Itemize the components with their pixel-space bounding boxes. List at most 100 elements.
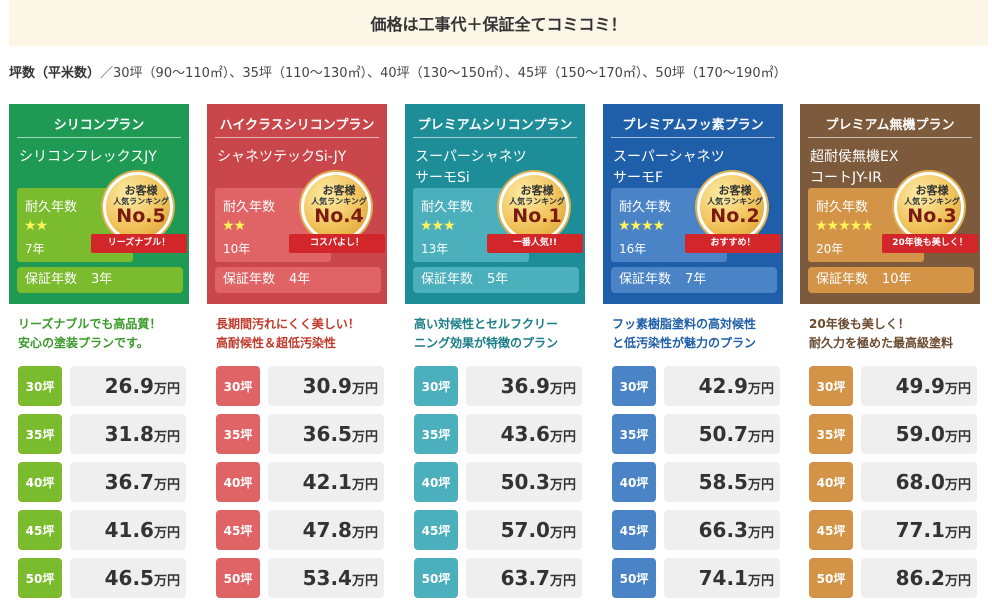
- price-unit: 万円: [153, 382, 180, 397]
- price-unit: 万円: [549, 430, 576, 445]
- price-cell: 26.9 万円: [70, 366, 186, 406]
- star-rating-icon: ★★★: [420, 218, 456, 234]
- price-row: 50坪 74.1 万円: [612, 558, 780, 598]
- divider: [17, 137, 181, 138]
- price-row: 45坪 66.3 万円: [612, 510, 780, 550]
- price-unit: 万円: [944, 526, 971, 541]
- divider: [611, 137, 775, 138]
- tsubo-label: 50坪: [809, 558, 853, 598]
- plan-header: プレミアムフッ素プラン スーパーシャネツ サーモF 耐久年数 ★★★★ 16年 お客様 人気…: [603, 104, 783, 304]
- price-row: 35坪 50.7 万円: [612, 414, 780, 454]
- price-unit: 万円: [351, 526, 378, 541]
- price-value: 49.9: [895, 374, 945, 398]
- badge-top-text: お客様: [718, 184, 752, 197]
- badge-mid-text: 人気ランキング: [509, 197, 565, 206]
- price-row: 45坪 57.0 万円: [414, 510, 582, 550]
- price-value: 59.0: [895, 422, 945, 446]
- tsubo-label: 50坪: [612, 558, 656, 598]
- tsubo-label: 35坪: [18, 414, 62, 454]
- plan-description: 高い対候性とセルフクリー ニング効果が特徴のプラン: [414, 317, 559, 350]
- price-row: 50坪 53.4 万円: [216, 558, 384, 598]
- guarantee-years: 7年: [685, 272, 707, 287]
- price-value: 50.7: [698, 422, 748, 446]
- tsubo-label: 45坪: [216, 510, 260, 550]
- price-unit: 万円: [549, 574, 576, 589]
- tsubo-label: 30坪: [216, 366, 260, 406]
- star-rating-icon: ★★: [222, 218, 246, 234]
- badge-rank: No.3: [907, 205, 957, 227]
- divider: [808, 137, 972, 138]
- banner: 価格は工事代＋保証全てコミコミ！: [9, 0, 988, 46]
- price-cell: 43.6 万円: [466, 414, 582, 454]
- badge-rank: No.1: [512, 205, 562, 227]
- price-cell: 42.1 万円: [268, 462, 384, 502]
- price-cell: 41.6 万円: [70, 510, 186, 550]
- plan-header: ハイクラスシリコンプラン シャネツテックSi-JY 耐久年数 ★★ 10年 お客様 人気ラン…: [207, 104, 387, 304]
- medal-icon: [103, 172, 173, 242]
- plan-name: シャネツテックSi-JY: [217, 149, 347, 165]
- price-cell: 63.7 万円: [466, 558, 582, 598]
- price-row: 45坪 41.6 万円: [18, 510, 186, 550]
- plan-name: スーパーシャネツ サーモSi: [415, 149, 527, 186]
- tsubo-label: 45坪: [809, 510, 853, 550]
- tsubo-label: 30坪: [612, 366, 656, 406]
- price-row: 35坪 36.5 万円: [216, 414, 384, 454]
- tsubo-label: 35坪: [612, 414, 656, 454]
- guarantee-bar: 保証年数 7年: [611, 267, 777, 293]
- tsubo-label: 40坪: [809, 462, 853, 502]
- price-value: 36.5: [302, 422, 352, 446]
- tsubo-label: 40坪: [18, 462, 62, 502]
- plan-category: プレミアムシリコンプラン: [417, 118, 573, 133]
- guarantee-label: 保証年数: [816, 272, 869, 287]
- badge-ribbon: 一番人気!!: [487, 234, 583, 253]
- price-cell: 68.0 万円: [861, 462, 977, 502]
- durability-label: 耐久年数: [421, 200, 474, 215]
- price-value: 86.2: [895, 566, 945, 590]
- plan-description: 長期間汚れにくく美しい！ 高耐候性＆超低汚染性: [216, 317, 360, 350]
- tsubo-label: 40坪: [216, 462, 260, 502]
- badge-top-text: お客様: [520, 184, 554, 197]
- star-rating-icon: ★★★★★: [815, 218, 874, 234]
- price-value: 30.9: [302, 374, 352, 398]
- price-cell: 50.3 万円: [466, 462, 582, 502]
- price-value: 42.1: [302, 470, 352, 494]
- guarantee-years: 5年: [487, 272, 509, 287]
- price-unit: 万円: [944, 478, 971, 493]
- price-value: 42.9: [698, 374, 748, 398]
- price-cell: 49.9 万円: [861, 366, 977, 406]
- guarantee-bar: 保証年数 4年: [215, 267, 381, 293]
- price-row: 30坪 26.9 万円: [18, 366, 186, 406]
- price-row: 35坪 43.6 万円: [414, 414, 582, 454]
- price-cell: 31.8 万円: [70, 414, 186, 454]
- price-cell: 36.9 万円: [466, 366, 582, 406]
- plan-description: フッ素樹脂塗料の高対候性 と低汚染性が魅力のプラン: [612, 317, 757, 350]
- price-value: 58.5: [698, 470, 748, 494]
- durability-label: 耐久年数: [816, 200, 869, 215]
- price-unit: 万円: [944, 574, 971, 589]
- guarantee-bar: 保証年数 3年: [17, 267, 183, 293]
- price-cell: 66.3 万円: [664, 510, 780, 550]
- price-value: 46.5: [104, 566, 154, 590]
- price-cell: 77.1 万円: [861, 510, 977, 550]
- price-row: 30坪 42.9 万円: [612, 366, 780, 406]
- price-unit: 万円: [747, 574, 774, 589]
- tsubo-label: 50坪: [18, 558, 62, 598]
- price-row: 45坪 47.8 万円: [216, 510, 384, 550]
- price-row: 40坪 42.1 万円: [216, 462, 384, 502]
- price-unit: 万円: [153, 478, 180, 493]
- plan-description: 20年後も美しく！ 耐久力を極めた最高級塗料: [809, 317, 954, 350]
- badge-ribbon: コスパよし！: [289, 234, 385, 253]
- price-cell: 36.7 万円: [70, 462, 186, 502]
- guarantee-label: 保証年数: [421, 272, 474, 287]
- price-value: 43.6: [500, 422, 550, 446]
- guarantee-label: 保証年数: [223, 272, 276, 287]
- durability-years: 10年: [223, 242, 251, 256]
- price-cell: 57.0 万円: [466, 510, 582, 550]
- size-legend-label: 坪数（平米数）: [9, 66, 101, 81]
- tsubo-label: 30坪: [414, 366, 458, 406]
- price-cell: 58.5 万円: [664, 462, 780, 502]
- price-row: 50坪 63.7 万円: [414, 558, 582, 598]
- price-unit: 万円: [351, 574, 378, 589]
- badge-ribbon: 20年後も美しく！: [882, 234, 978, 253]
- star-rating-icon: ★★★★: [618, 218, 665, 234]
